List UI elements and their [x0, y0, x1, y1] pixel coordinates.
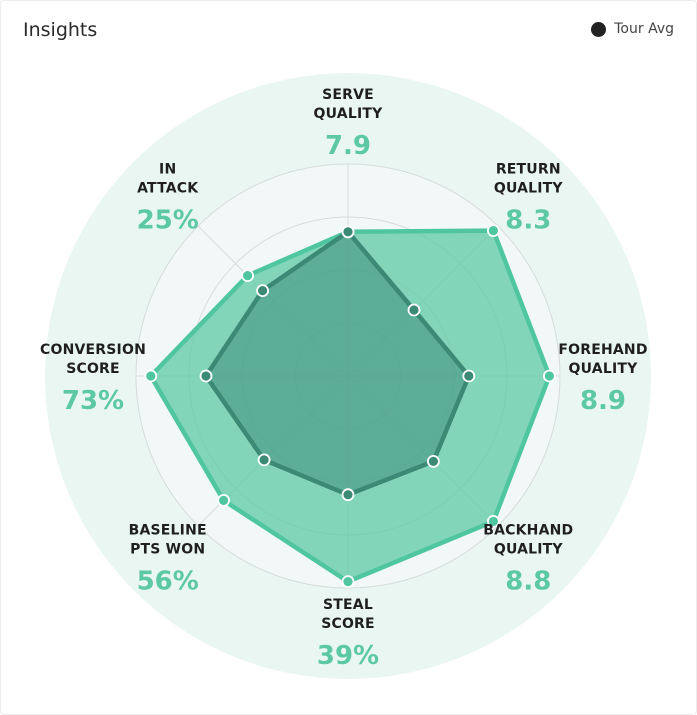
- radar-point-tour-avg: [199, 369, 213, 383]
- axis-value: 8.9: [580, 386, 626, 416]
- axis-label: SCORE: [321, 616, 375, 632]
- axis-value: 73%: [62, 386, 124, 416]
- axis-label: QUALITY: [494, 541, 564, 557]
- axis-label: PTS WON: [130, 541, 205, 557]
- axis-value: 25%: [137, 206, 199, 236]
- radar-point-player: [543, 369, 556, 383]
- legend[interactable]: Tour Avg: [591, 21, 674, 37]
- radar-point-tour-avg: [341, 225, 355, 239]
- axis-label: BASELINE: [129, 522, 207, 538]
- legend-dot-icon: [591, 21, 607, 37]
- axis-label: SCORE: [66, 361, 120, 377]
- radar-point-player: [486, 515, 500, 528]
- radar-point-tour-avg: [462, 369, 476, 383]
- axis-value: 7.9: [325, 131, 371, 161]
- axis-value: 56%: [137, 566, 199, 596]
- axis-label: STEAL: [323, 597, 373, 613]
- radar-point-tour-avg: [407, 303, 421, 317]
- axis-label: FOREHAND: [558, 342, 647, 358]
- axis-label: CONVERSION: [40, 342, 146, 358]
- axis-label: RETURN: [496, 162, 561, 178]
- radar-point-player: [241, 269, 255, 283]
- radar-point-player: [341, 575, 355, 588]
- axis-label: QUALITY: [569, 361, 639, 377]
- axis-label: QUALITY: [494, 181, 564, 197]
- axis-value: 8.3: [505, 206, 551, 236]
- axis-label: SERVE: [322, 87, 374, 103]
- radar-point-tour-avg: [257, 453, 271, 467]
- card-title: Insights: [23, 19, 98, 41]
- radar-point-player: [217, 493, 231, 507]
- axis-label: BACKHAND: [483, 522, 573, 538]
- radar-point-player: [144, 369, 158, 383]
- axis-label: ATTACK: [137, 181, 199, 197]
- radar-point-tour-avg: [341, 488, 355, 502]
- legend-label: Tour Avg: [614, 21, 674, 37]
- axis-value: 39%: [317, 641, 379, 671]
- axis-label: QUALITY: [314, 106, 384, 122]
- radar-point-player: [486, 224, 500, 238]
- axis-value: 8.8: [505, 566, 551, 596]
- radar-point-tour-avg: [256, 284, 270, 298]
- axis-label: IN: [159, 162, 176, 178]
- radar-point-tour-avg: [426, 454, 440, 468]
